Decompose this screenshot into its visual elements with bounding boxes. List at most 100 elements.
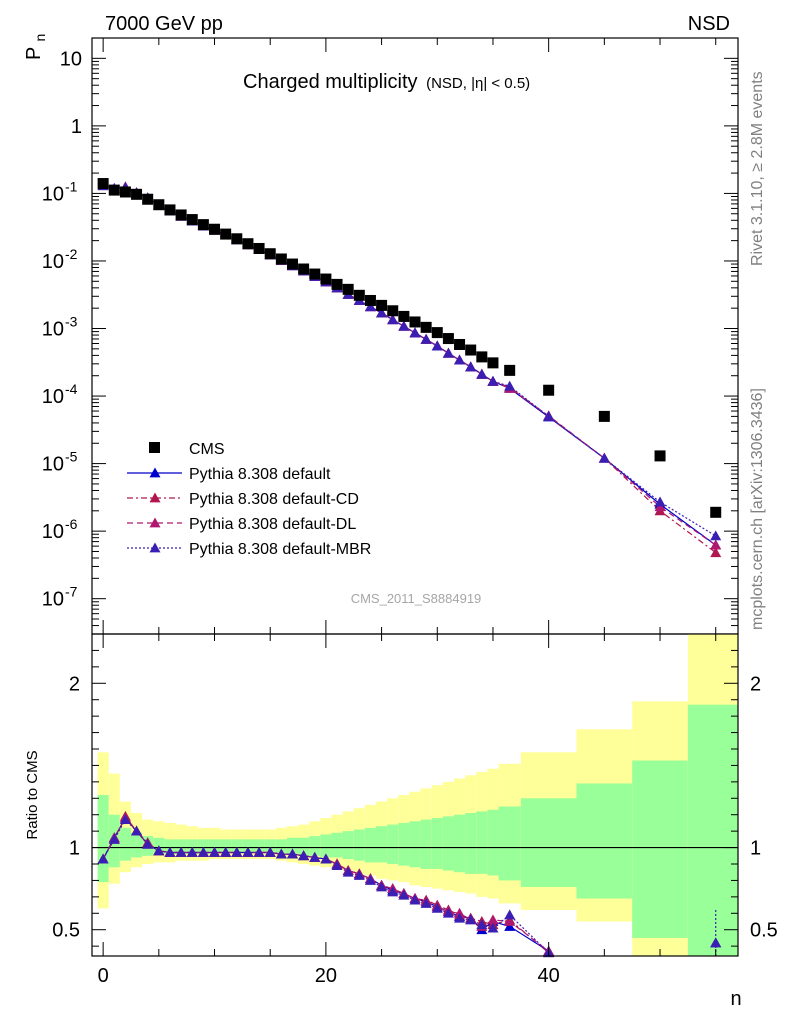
uncertainty-band-inner — [197, 839, 209, 855]
uncertainty-band-inner — [164, 839, 176, 855]
y-tick-exponent: -2 — [65, 246, 78, 262]
main-line-mbr — [103, 185, 717, 537]
main-marker-mbr — [442, 347, 454, 358]
uncertainty-band-inner — [409, 821, 421, 868]
cms-marker — [376, 299, 388, 311]
legend-marker-default — [149, 467, 161, 478]
uncertainty-band-inner — [498, 806, 521, 881]
ratio-marker-mbr — [309, 851, 321, 862]
uncertainty-band-inner — [442, 816, 454, 871]
uncertainty-band-inner — [320, 834, 332, 858]
cms-marker — [108, 184, 120, 196]
ratio-marker-mbr — [454, 912, 466, 923]
uncertainty-band-inner — [632, 760, 688, 938]
y-tick-exponent: -6 — [65, 516, 78, 532]
ratio-marker-mbr — [209, 847, 221, 857]
ratio-marker-mbr — [398, 889, 410, 900]
uncertainty-band-inner — [298, 837, 310, 856]
plot-title-sub: (NSD, |η| < 0.5) — [426, 75, 530, 92]
cms-marker — [710, 506, 722, 518]
cms-marker — [420, 321, 432, 333]
mcplots-label: mcplots.cern.ch [arXiv:1306.3436] — [749, 388, 766, 630]
ratio-marker-mbr — [142, 838, 154, 849]
cms-marker — [654, 450, 666, 462]
uncertainty-band-inner — [398, 822, 410, 866]
y-tick-label: 10 — [42, 454, 64, 476]
cms-marker — [387, 305, 399, 317]
y-tick-label: 10 — [42, 251, 64, 273]
ratio-axes: 0.5 0.51 12 20 20 40 — [52, 634, 778, 987]
uncertainty-band-inner — [420, 819, 432, 869]
uncertainty-band-inner — [253, 839, 265, 853]
process-label: NSD — [688, 13, 730, 35]
ratio-marker-mbr — [504, 909, 516, 920]
legend-label-cd: Pythia 8.308 default-CD — [189, 491, 359, 508]
uncertainty-band-inner — [353, 829, 365, 861]
uncertainty-band-inner — [342, 831, 354, 860]
main-marker-mbr — [598, 452, 610, 463]
uncertainty-band-inner — [453, 814, 466, 873]
ratio-marker-dl — [487, 914, 499, 925]
legend-marker-dl — [149, 517, 161, 528]
ratio-marker-mbr — [186, 847, 198, 857]
cms-marker — [331, 278, 343, 290]
uncertainty-band-inner — [309, 836, 321, 856]
y-tick-label: 10 — [60, 48, 82, 70]
x-tick-label: 40 — [538, 965, 560, 987]
uncertainty-band-inner — [476, 811, 488, 874]
ratio-marker-mbr — [409, 894, 421, 905]
y-tick-exponent: -1 — [65, 178, 78, 194]
uncertainty-band-inner — [520, 798, 577, 887]
legend-marker-cms — [149, 442, 160, 453]
y-tick-label: 10 — [42, 589, 64, 611]
ratio-marker-mbr — [387, 886, 399, 897]
uncertainty-band-inner — [687, 704, 738, 956]
cms-marker — [465, 344, 477, 356]
y-tick-label: 10 — [42, 521, 64, 543]
y-tick-exponent: -4 — [65, 381, 78, 397]
cms-marker — [97, 178, 109, 190]
legend-marker-mbr — [149, 542, 161, 553]
uncertainty-band-inner — [275, 839, 287, 855]
cms-marker — [476, 351, 488, 363]
cms-marker — [286, 258, 298, 270]
cms-marker — [409, 316, 421, 328]
ratio-marker-mbr — [476, 919, 488, 930]
main-marker-mbr — [431, 340, 443, 351]
uncertainty-band-inner — [331, 832, 343, 858]
cms-marker — [487, 357, 499, 369]
main-marker-mbr — [504, 380, 516, 391]
ratio-marker-mbr — [231, 847, 243, 857]
plot-title-main: Charged multiplicity — [243, 71, 418, 93]
ratio-marker-mbr — [242, 847, 254, 857]
cms-marker — [153, 199, 165, 211]
cms-marker — [298, 263, 310, 275]
cms-marker — [119, 186, 131, 198]
uncertainty-band-inner — [487, 809, 499, 876]
analysis-watermark: CMS_2011_S8884919 — [351, 591, 482, 606]
main-marker-mbr — [398, 320, 410, 331]
ratio-y-tick-label-left: 0.5 — [52, 920, 80, 942]
ratio-marker-mbr — [342, 866, 354, 877]
ratio-marker-mbr — [465, 914, 477, 925]
cms-marker — [364, 294, 376, 306]
y-axis-label-main: P n — [23, 34, 48, 60]
ratio-y-tick-label-right: 2 — [750, 673, 761, 695]
ratio-marker-mbr — [431, 902, 443, 913]
x-tick-label: 20 — [315, 965, 337, 987]
uncertainty-band-inner — [242, 839, 254, 853]
main-marker-mbr — [364, 301, 376, 312]
cms-marker — [175, 209, 187, 221]
cms-marker — [164, 204, 176, 216]
ratio-marker-mbr — [253, 847, 265, 857]
y-axis-label-ratio: Ratio to CMS — [24, 750, 41, 839]
y-tick-exponent: -7 — [65, 584, 78, 600]
cms-marker — [197, 219, 209, 231]
y-tick-label: 10 — [42, 386, 64, 408]
main-marker-mbr — [387, 314, 399, 325]
uncertainty-band-inner — [465, 813, 477, 874]
energy-label: 7000 GeV pp — [105, 13, 223, 35]
ratio-marker-mbr — [119, 814, 131, 825]
